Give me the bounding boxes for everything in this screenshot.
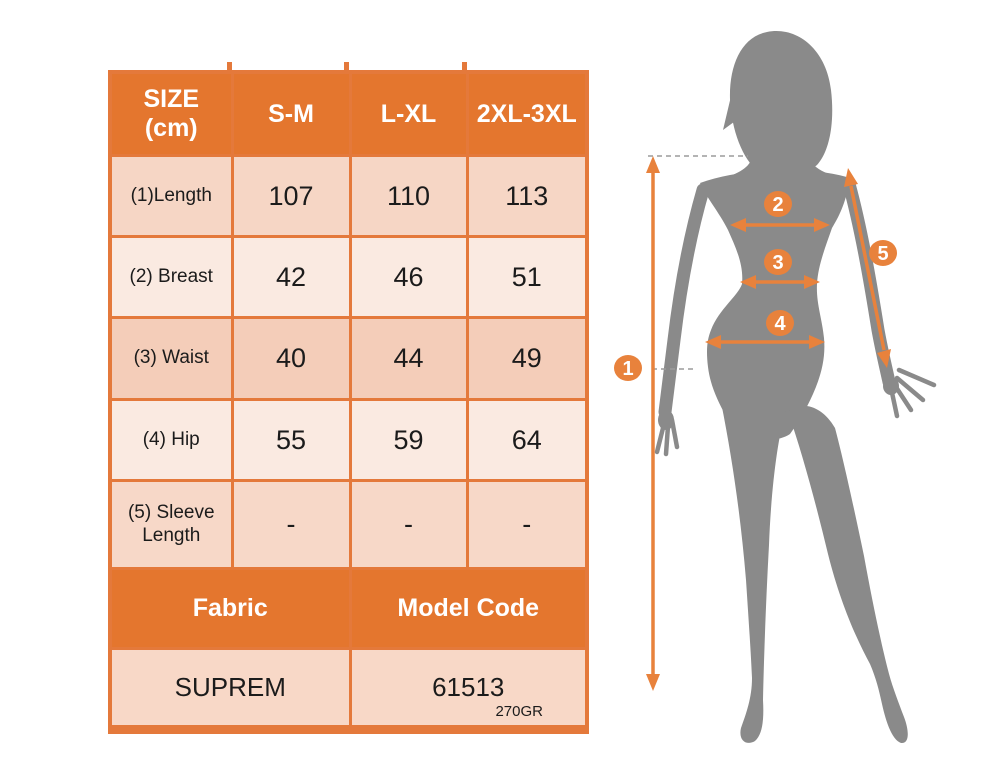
model-code-value: 61513: [348, 647, 589, 731]
marker-4: 4: [766, 310, 794, 336]
weight-note: 270GR: [495, 703, 543, 720]
measure-arrow-sleeve: [844, 168, 891, 368]
value-cell: -: [230, 479, 352, 570]
marker-5: 5: [869, 240, 897, 266]
column-header-2xl3xl: 2XL-3XL: [465, 70, 589, 157]
value-cell: 113: [465, 154, 589, 238]
value-cell: 64: [465, 398, 589, 482]
marker-3: 3: [764, 249, 792, 275]
row-label-breast: (2) Breast: [108, 235, 234, 319]
table-row-breast: (2) Breast 42 46 51: [108, 235, 589, 319]
value-cell: -: [465, 479, 589, 570]
marker-4-label: 4: [774, 313, 786, 335]
marker-1-label: 1: [622, 358, 633, 380]
measure-markers: 1 2 3 4 5: [614, 191, 897, 381]
size-unit-header-line1: SIZE: [143, 85, 200, 114]
silhouette-right-leg: [788, 405, 908, 744]
silhouette-hair-strand: [723, 92, 738, 130]
row-label-sleeve-length: (5) Sleeve Length: [108, 479, 234, 570]
guide-dashed-lines: [648, 155, 748, 370]
marker-2: 2: [764, 191, 792, 217]
table-footer-header-row: Fabric Model Code: [108, 567, 589, 650]
measurement-figure: 1 2 3 4 5: [614, 31, 937, 744]
measure-arrow-breast: [730, 218, 830, 232]
size-table: SIZE (cm) S-M L-XL 2XL-3XL (1)Length 107…: [108, 70, 589, 734]
value-cell: 44: [348, 316, 469, 401]
table-border-nub: [227, 62, 232, 71]
measure-arrow-length: [646, 156, 660, 691]
model-code-header: Model Code: [348, 567, 589, 650]
value-cell: 107: [230, 154, 352, 238]
measure-arrows: [646, 156, 891, 691]
marker-2-label: 2: [772, 194, 783, 216]
marker-5-label: 5: [877, 243, 888, 265]
value-cell: 40: [230, 316, 352, 401]
size-unit-header-line2: (cm): [144, 114, 198, 142]
table-border-nub: [462, 62, 467, 71]
column-header-sm: S-M: [230, 70, 352, 157]
table-row-waist: (3) Waist 40 44 49: [108, 316, 589, 401]
silhouette-left-fingers: [654, 417, 680, 457]
value-cell: 51: [465, 235, 589, 319]
table-border-nub: [344, 62, 349, 71]
value-cell: 46: [348, 235, 469, 319]
size-table-header-row: SIZE (cm) S-M L-XL 2XL-3XL: [108, 70, 589, 157]
marker-1: 1: [614, 355, 642, 381]
table-footer-value-row: SUPREM 61513: [108, 647, 589, 731]
row-label-hip: (4) Hip: [108, 398, 234, 482]
row-label-waist: (3) Waist: [108, 316, 234, 401]
table-row-hip: (4) Hip 55 59 64: [108, 398, 589, 482]
value-cell: 55: [230, 398, 352, 482]
row-label-length: (1)Length: [108, 154, 234, 238]
size-unit-header: SIZE (cm): [108, 70, 234, 157]
silhouette-right-fingers: [888, 367, 937, 419]
value-cell: 42: [230, 235, 352, 319]
table-row-length: (1)Length 107 110 113: [108, 154, 589, 238]
measure-arrow-hip: [705, 335, 825, 349]
woman-silhouette-icon: [654, 31, 937, 744]
silhouette-left-arm: [658, 183, 710, 419]
silhouette-neck: [730, 133, 834, 176]
measure-arrow-waist: [740, 275, 820, 289]
silhouette-torso: [700, 169, 850, 440]
value-cell: 59: [348, 398, 469, 482]
fabric-header: Fabric: [108, 567, 352, 650]
value-cell: -: [348, 479, 469, 570]
marker-3-label: 3: [772, 252, 783, 274]
fabric-value: SUPREM: [108, 647, 352, 731]
column-header-lxl: L-XL: [348, 70, 469, 157]
value-cell: 110: [348, 154, 469, 238]
value-cell: 49: [465, 316, 589, 401]
table-row-sleeve-length: (5) Sleeve Length - - -: [108, 479, 589, 570]
silhouette-left-leg: [721, 397, 786, 743]
